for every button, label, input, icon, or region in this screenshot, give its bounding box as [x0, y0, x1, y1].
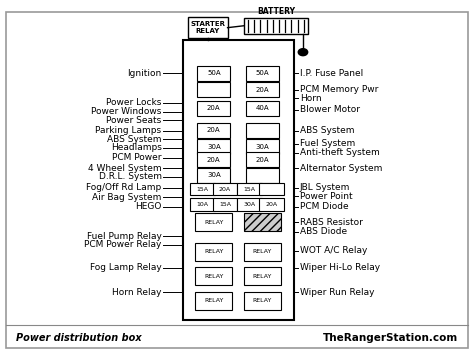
- Text: ABS System: ABS System: [300, 126, 354, 136]
- Text: 15A: 15A: [197, 187, 209, 192]
- Text: 30A: 30A: [207, 144, 221, 150]
- Text: RELAY: RELAY: [204, 249, 224, 254]
- Text: I.P. Fuse Panel: I.P. Fuse Panel: [300, 69, 363, 78]
- Text: HEGO: HEGO: [135, 203, 162, 211]
- Bar: [197, 152, 230, 167]
- Text: Wiper Hi-Lo Relay: Wiper Hi-Lo Relay: [300, 263, 380, 272]
- Text: Fog/Off Rd Lamp: Fog/Off Rd Lamp: [86, 183, 162, 192]
- Bar: [197, 123, 230, 138]
- Bar: [259, 183, 283, 196]
- Text: Parking Lamps: Parking Lamps: [95, 126, 162, 136]
- Text: Wiper Run Relay: Wiper Run Relay: [300, 288, 374, 297]
- Bar: [197, 139, 230, 154]
- Text: STARTER
RELAY: STARTER RELAY: [190, 21, 225, 34]
- Bar: [191, 183, 215, 196]
- Bar: [246, 139, 279, 154]
- Text: ABS Diode: ABS Diode: [300, 227, 347, 237]
- Bar: [246, 101, 279, 115]
- Bar: [197, 82, 230, 97]
- Text: 30A: 30A: [243, 202, 255, 207]
- Bar: [195, 243, 232, 261]
- Text: 40A: 40A: [256, 105, 269, 111]
- Text: 20A: 20A: [265, 202, 277, 207]
- Bar: [246, 82, 279, 97]
- Text: TheRangerStation.com: TheRangerStation.com: [323, 333, 458, 343]
- Text: Power Point: Power Point: [300, 192, 352, 201]
- Bar: [244, 18, 308, 34]
- Bar: [188, 17, 228, 38]
- Text: 20A: 20A: [256, 86, 269, 92]
- Bar: [195, 213, 232, 231]
- Text: RABS Resistor: RABS Resistor: [300, 217, 363, 227]
- Text: Fuel Pump Relay: Fuel Pump Relay: [87, 232, 162, 240]
- Text: Power Windows: Power Windows: [91, 107, 162, 116]
- Bar: [259, 198, 283, 211]
- Text: 20A: 20A: [207, 127, 220, 133]
- Text: Horn: Horn: [300, 94, 321, 103]
- Text: RELAY: RELAY: [204, 220, 224, 225]
- Bar: [244, 213, 281, 231]
- Bar: [246, 152, 279, 167]
- Text: RELAY: RELAY: [253, 249, 272, 254]
- Bar: [197, 168, 230, 183]
- Text: Power Seats: Power Seats: [106, 116, 162, 125]
- Text: Ignition: Ignition: [128, 69, 162, 78]
- Text: BATTERY: BATTERY: [257, 7, 295, 16]
- Bar: [244, 243, 281, 261]
- Bar: [244, 267, 281, 286]
- Bar: [246, 168, 279, 183]
- Text: 15A: 15A: [243, 187, 255, 192]
- Text: Headlamps: Headlamps: [111, 143, 162, 152]
- Text: PCM Memory Pwr: PCM Memory Pwr: [300, 85, 378, 94]
- Bar: [213, 198, 237, 211]
- Text: Power Locks: Power Locks: [106, 98, 162, 107]
- Bar: [191, 198, 215, 211]
- Text: 20A: 20A: [207, 105, 220, 111]
- Text: RELAY: RELAY: [253, 298, 272, 303]
- Text: 10A: 10A: [197, 202, 209, 207]
- Text: 20A: 20A: [256, 157, 269, 163]
- Bar: [244, 292, 281, 310]
- Bar: [195, 267, 232, 286]
- Text: 20A: 20A: [219, 187, 231, 192]
- Text: 50A: 50A: [256, 70, 269, 76]
- Text: JBL System: JBL System: [300, 183, 350, 192]
- Text: 4 Wheel System: 4 Wheel System: [88, 163, 162, 173]
- Text: 30A: 30A: [255, 144, 269, 150]
- Text: RELAY: RELAY: [253, 274, 272, 279]
- Text: WOT A/C Relay: WOT A/C Relay: [300, 246, 367, 255]
- Bar: [195, 292, 232, 310]
- Bar: [246, 123, 279, 138]
- Circle shape: [298, 49, 308, 56]
- Bar: [246, 66, 279, 80]
- Text: Power distribution box: Power distribution box: [16, 333, 141, 343]
- Text: Anti-theft System: Anti-theft System: [300, 148, 379, 157]
- Text: Fog Lamp Relay: Fog Lamp Relay: [90, 263, 162, 272]
- Text: ABS System: ABS System: [107, 134, 162, 144]
- Text: 20A: 20A: [207, 157, 220, 163]
- Bar: [237, 198, 262, 211]
- Text: Blower Motor: Blower Motor: [300, 106, 360, 114]
- Bar: [237, 183, 262, 196]
- Text: PCM Power: PCM Power: [112, 154, 162, 162]
- Text: Alternator System: Alternator System: [300, 163, 382, 173]
- Text: Horn Relay: Horn Relay: [112, 288, 162, 297]
- Text: 30A: 30A: [207, 173, 221, 179]
- Text: PCM Diode: PCM Diode: [300, 203, 348, 211]
- Text: Fuel System: Fuel System: [300, 139, 355, 148]
- Text: 50A: 50A: [207, 70, 220, 76]
- Text: PCM Power Relay: PCM Power Relay: [84, 240, 162, 249]
- Text: D.R.L. System: D.R.L. System: [99, 172, 162, 181]
- Text: RELAY: RELAY: [204, 274, 224, 279]
- Text: 15A: 15A: [219, 202, 231, 207]
- Bar: [213, 183, 237, 196]
- Text: Air Bag System: Air Bag System: [92, 193, 162, 202]
- Bar: [197, 101, 230, 115]
- Bar: [197, 66, 230, 80]
- Text: RELAY: RELAY: [204, 298, 224, 303]
- Bar: [183, 40, 293, 320]
